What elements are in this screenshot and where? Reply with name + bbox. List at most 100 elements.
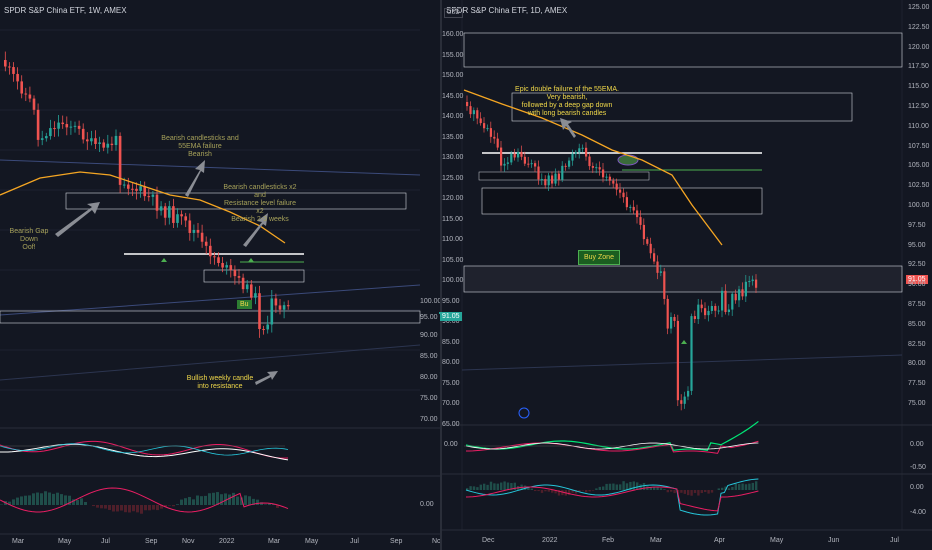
pane-divider[interactable] — [440, 0, 442, 550]
histogram-bar — [598, 486, 601, 490]
candle-body — [53, 128, 56, 130]
histogram-bar — [588, 490, 591, 492]
candle-body — [673, 317, 676, 321]
outer-price-label: 75.00 — [908, 400, 926, 407]
price-scale-label: 100.00 — [420, 298, 440, 305]
candle-body — [36, 109, 40, 140]
histogram-bar — [581, 490, 584, 491]
histogram-bar — [731, 486, 734, 490]
daily-chart-canvas[interactable] — [442, 0, 932, 550]
histogram-bar — [136, 505, 139, 513]
candle-body — [741, 289, 744, 297]
candle-body — [544, 179, 547, 186]
histogram-bar — [248, 496, 251, 505]
candle-body — [155, 194, 159, 211]
histogram-bar — [40, 493, 43, 505]
candle-body — [229, 265, 233, 270]
histogram-bar — [20, 496, 23, 505]
candle-body — [622, 192, 625, 198]
histogram-bar — [527, 486, 530, 490]
histogram-bar — [629, 481, 632, 490]
candle-body — [551, 175, 554, 184]
candle-body — [537, 166, 540, 180]
histogram-bar — [500, 482, 503, 490]
outer-price-label: 87.50 — [908, 301, 926, 308]
price-scale-label: 80.00 — [420, 374, 438, 381]
histogram-bar — [659, 488, 663, 490]
histogram-bar — [496, 483, 499, 490]
weekly-chart-pane[interactable]: SPDR S&P China ETF, 1W, AMEX Bearish Gap… — [0, 0, 440, 550]
indicator-scale-label: -0.50 — [910, 464, 926, 471]
candle-body — [690, 316, 693, 391]
time-axis-label: May — [58, 538, 72, 545]
candle-body — [106, 143, 110, 148]
inner-price-label: 90.00 — [442, 318, 460, 325]
histogram-bar — [12, 499, 15, 505]
candle-body — [724, 290, 727, 313]
inner-price-label: 65.00 — [442, 420, 460, 428]
histogram-bar — [148, 505, 151, 511]
histogram-bar — [52, 493, 55, 505]
candle-body — [69, 126, 73, 128]
histogram-bar — [653, 487, 656, 490]
histogram-bar — [469, 486, 472, 490]
candle-body — [86, 139, 89, 142]
candle-body — [237, 276, 241, 278]
outer-price-label: 112.50 — [908, 103, 929, 110]
background — [442, 0, 932, 550]
candle-body — [680, 400, 683, 404]
candle-body — [200, 232, 204, 242]
histogram-bar — [216, 492, 219, 505]
candle-body — [204, 241, 208, 246]
histogram-bar — [523, 485, 527, 490]
candle-body — [755, 279, 758, 288]
outer-price-label: 90.00 — [908, 281, 926, 289]
histogram-bar — [625, 483, 629, 490]
candle-body — [274, 298, 278, 306]
highlight-ellipse — [617, 154, 639, 166]
histogram-bar — [224, 493, 227, 505]
histogram-bar — [741, 483, 744, 490]
candle-body — [168, 206, 171, 218]
buy-zone-tag: Buy Zone — [578, 250, 620, 265]
candle-body — [731, 293, 734, 310]
histogram-bar — [751, 482, 754, 490]
candle-body — [540, 179, 543, 181]
trend-line — [0, 344, 421, 381]
candle-body — [4, 60, 7, 67]
candle-body — [602, 169, 605, 178]
histogram-bar — [48, 492, 51, 505]
histogram-bar — [619, 484, 622, 490]
time-axis-label: 2022 — [542, 537, 558, 544]
indicator-line — [465, 442, 759, 450]
candle-body — [653, 253, 656, 262]
weekly-chart-canvas[interactable] — [0, 0, 440, 550]
candle-body — [612, 180, 615, 184]
candle-body — [595, 167, 598, 169]
candle-body — [90, 138, 93, 142]
time-axis-label: Apr — [714, 537, 725, 544]
inner-price-label: 100.00 — [442, 277, 464, 284]
inner-price-label: 140.00 — [442, 113, 464, 120]
histogram-bar — [24, 495, 27, 505]
resistance-box — [65, 192, 407, 210]
candle-body — [629, 206, 632, 208]
time-axis-label: Mar — [12, 538, 25, 545]
histogram-bar — [642, 482, 646, 490]
candle-body — [568, 160, 571, 167]
daily-chart-title: SPDR S&P China ETF, 1D, AMEX — [446, 6, 568, 15]
daily-chart-pane[interactable]: SPDR S&P China ETF, 1D, AMEX Epic double… — [442, 0, 932, 550]
inner-price-label: 120.00 — [442, 195, 464, 202]
arrow-icon — [55, 202, 100, 237]
histogram-bar — [476, 487, 479, 490]
candle-body — [172, 206, 175, 223]
signal-triangle — [161, 258, 167, 262]
indicator-line — [0, 487, 289, 513]
inner-price-label: 135.00 — [442, 133, 464, 141]
histogram-bar — [666, 490, 669, 493]
histogram-bar — [232, 492, 235, 505]
histogram-bar — [591, 490, 595, 491]
candle-body — [266, 324, 269, 330]
weekly-chart-title: SPDR S&P China ETF, 1W, AMEX — [4, 6, 127, 15]
trend-line — [461, 354, 903, 371]
